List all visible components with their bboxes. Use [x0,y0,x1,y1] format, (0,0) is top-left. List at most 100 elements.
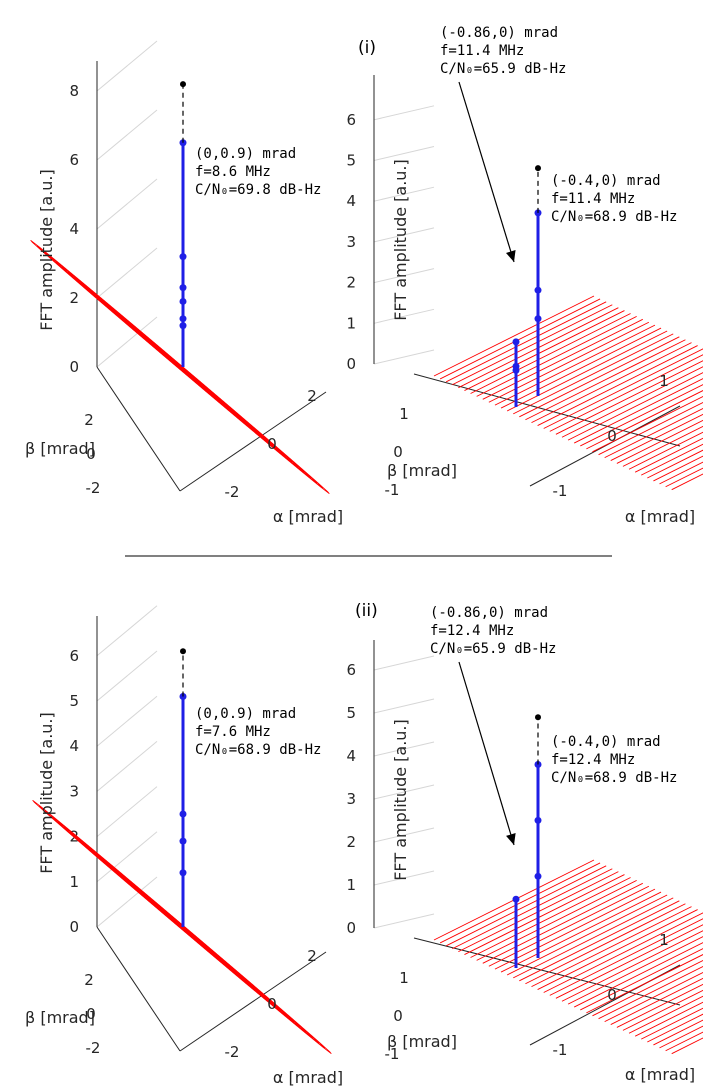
mesh-line [537,345,698,426]
annotation-line: f=11.4 MHz [440,43,524,59]
peak-point [535,165,541,172]
stem-point [179,322,187,330]
mesh-line [500,327,662,409]
mesh-line [604,971,703,1023]
z-tick-label: 1 [346,876,356,894]
grid-line [373,741,435,757]
mesh-line [433,295,595,377]
annotation-line: C/N₀=68.9 dB-Hz [195,742,321,758]
alpha-tick-label: 2 [307,947,317,965]
mesh-line [665,467,703,488]
grid-line [373,870,435,886]
stem-point [534,816,542,824]
mesh-line [659,1025,703,1049]
annotation-line: C/N₀=68.9 dB-Hz [551,209,677,225]
mesh-line [573,378,703,444]
annotation-0: (0,0.9) mrad f=7.6 MHz C/N₀=68.9 dB-Hz [195,706,321,758]
z-tick-label: 2 [346,274,356,292]
alpha-axis-line [179,951,327,1052]
stem-series-0 [512,895,520,968]
mesh-line [604,407,703,459]
beta-tick-label: 2 [84,971,94,989]
mesh-line [525,339,686,421]
grid-line [373,268,435,284]
grid-line [373,913,435,929]
z-tick-label: 4 [69,220,79,238]
annotation-arrow [458,81,515,263]
aperture-mesh [30,239,330,495]
mesh-line [513,897,674,979]
mesh-line [488,321,650,403]
mesh-line [665,1031,703,1052]
beta-tick-label: -2 [86,479,101,497]
arrow-head [506,250,516,262]
chart-panel-i-left: 0 2 4 6 8 2 0 -2 -2 0 2 FFT amplitude [a.u.] α [mrad… [25,40,343,526]
mesh-line [634,1001,703,1037]
beta-tick-label: 0 [86,445,96,463]
mesh-line [494,324,656,406]
annotation-line: f=12.4 MHz [430,623,514,639]
z-tick-label: 0 [346,355,356,373]
chart-panel-ii-right: 0 1 2 3 4 5 6 1 0 -1 -1 0 1 FFT amplitude [a.u.] α [mr… [346,605,703,1084]
z-tick-label: 5 [346,704,356,722]
z-axis-label: FFT amplitude [a.u.] [391,719,410,881]
mesh-line [561,366,703,438]
annotation-line: f=8.6 MHz [195,164,271,180]
grid-line [96,876,158,928]
z-axis-label: FFT amplitude [a.u.] [37,712,56,874]
mesh-line [470,313,631,394]
mesh-line [641,1007,703,1040]
aperture-mesh [433,295,703,491]
alpha-tick-label: -2 [225,1043,240,1061]
stem-point [512,895,520,903]
z-tick-label: 5 [69,692,79,710]
mesh-line [555,924,703,999]
stem-point [534,872,542,880]
annotation-line: C/N₀=65.9 dB-Hz [430,641,556,657]
grid-line [96,605,158,657]
mesh-line [464,310,625,391]
grid-line [96,109,158,161]
annotation-line: f=12.4 MHz [551,752,635,768]
aperture-mesh [433,859,703,1055]
annotation-1: (-0.4,0) mrad f=11.4 MHz C/N₀=68.9 dB-Hz [551,173,677,225]
beta-tick-label: 0 [393,1007,403,1025]
mesh-line [531,342,692,424]
mesh-line [464,874,625,955]
section-label-ii: (ii) [355,601,378,621]
annotation-1: (-0.4,0) mrad f=12.4 MHz C/N₀=68.9 dB-Hz [551,734,677,786]
alpha-tick-label: 0 [267,435,277,453]
beta-tick-label: -2 [86,1039,101,1057]
grid-line [96,650,158,702]
annotation-0: (-0.86,0) mrad f=11.4 MHz C/N₀=65.9 dB-Hz [440,25,566,77]
alpha-tick-label: 2 [307,387,317,405]
stem-point [179,810,187,818]
z-tick-label: 4 [346,192,356,210]
mesh-line [647,1013,703,1043]
mesh-line [616,983,703,1028]
z-axis-label: FFT amplitude [a.u.] [37,169,56,331]
mesh-line [519,900,680,982]
beta-tick-label: 0 [86,1005,96,1023]
beta-tick-label: -1 [385,1045,400,1063]
z-tick-label: 4 [346,747,356,765]
mesh-line [634,437,703,473]
mesh-line [653,1019,703,1046]
mesh-line [494,888,656,970]
beta-axis-label: β [mrad] [387,461,457,480]
annotation-0: (0,0.9) mrad f=8.6 MHz C/N₀=69.8 dB-Hz [195,146,321,198]
annotation-line: (-0.86,0) mrad [430,605,548,621]
z-tick-label: 3 [346,790,356,808]
grid-line [373,308,435,324]
mesh-line [470,877,631,958]
annotation-line: f=11.4 MHz [551,191,635,207]
stem-point [534,286,542,294]
alpha-tick-label: -1 [553,482,568,500]
aperture-mesh [32,799,332,1055]
annotation-line: (0,0.9) mrad [195,146,296,162]
mesh-line [586,954,703,1014]
alpha-axis-label: α [mrad] [625,507,695,526]
mesh-line [543,912,703,993]
mesh-line [573,942,703,1008]
annotation-line: (-0.86,0) mrad [440,25,558,41]
